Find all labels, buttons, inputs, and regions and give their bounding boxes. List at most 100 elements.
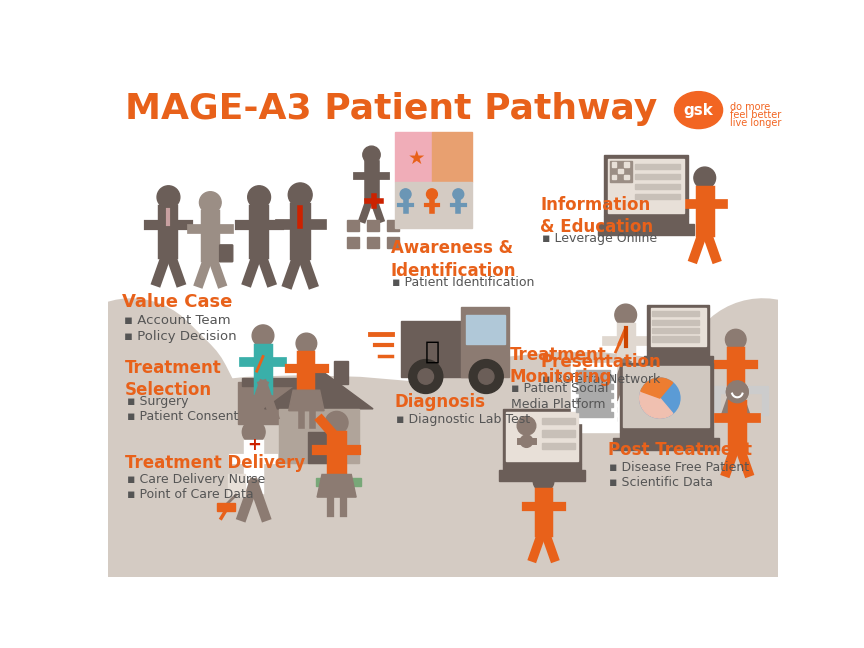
Ellipse shape bbox=[675, 91, 722, 128]
Bar bbox=[542, 430, 575, 437]
Circle shape bbox=[469, 360, 503, 393]
Bar bbox=[612, 163, 616, 167]
Bar bbox=[624, 175, 629, 179]
Bar bbox=[308, 432, 330, 463]
Bar bbox=[395, 181, 473, 228]
Circle shape bbox=[248, 186, 270, 209]
Bar bbox=[582, 380, 616, 384]
Text: +: + bbox=[247, 436, 261, 454]
Text: MAGE-A3 Patient Pathway: MAGE-A3 Patient Pathway bbox=[125, 91, 658, 126]
Bar bbox=[652, 319, 699, 325]
Text: ▪ Diagnostic Lab Test: ▪ Diagnostic Lab Test bbox=[397, 413, 530, 426]
Circle shape bbox=[242, 421, 265, 443]
Bar bbox=[612, 175, 616, 179]
Text: Value Case: Value Case bbox=[122, 294, 232, 311]
Bar bbox=[619, 430, 713, 438]
Circle shape bbox=[479, 369, 494, 384]
Text: ▪ Account Team: ▪ Account Team bbox=[124, 314, 230, 327]
Text: live longer: live longer bbox=[729, 118, 781, 128]
Text: Presentation: Presentation bbox=[541, 353, 661, 371]
Bar bbox=[354, 193, 393, 210]
Bar bbox=[579, 375, 613, 380]
Bar bbox=[387, 237, 399, 248]
Circle shape bbox=[157, 186, 180, 209]
Text: ▪ Policy Decision: ▪ Policy Decision bbox=[124, 330, 236, 343]
Bar bbox=[576, 380, 610, 384]
Bar bbox=[278, 409, 359, 463]
Wedge shape bbox=[641, 378, 673, 398]
Text: ▪ Disease Free Patient: ▪ Disease Free Patient bbox=[609, 461, 750, 474]
Text: Information
& Education: Information & Education bbox=[541, 196, 653, 236]
Polygon shape bbox=[264, 369, 373, 409]
Bar bbox=[613, 438, 719, 450]
Text: feel better: feel better bbox=[729, 110, 781, 120]
Bar bbox=[576, 408, 610, 412]
Bar bbox=[576, 398, 610, 402]
Bar bbox=[623, 365, 709, 427]
Bar bbox=[582, 417, 616, 421]
Bar bbox=[647, 305, 709, 349]
Bar bbox=[582, 389, 616, 393]
Bar bbox=[503, 409, 581, 465]
Text: ▪ Patient Social
Media Platform: ▪ Patient Social Media Platform bbox=[511, 382, 608, 411]
Text: 🔬: 🔬 bbox=[424, 340, 440, 364]
Bar bbox=[461, 307, 510, 376]
Text: ▪ Surgery: ▪ Surgery bbox=[127, 395, 188, 408]
Circle shape bbox=[726, 329, 746, 350]
Bar bbox=[652, 336, 699, 342]
Text: Treatment Delivery: Treatment Delivery bbox=[125, 454, 305, 472]
Bar bbox=[598, 224, 694, 235]
Bar bbox=[395, 132, 473, 228]
Bar bbox=[340, 209, 406, 259]
Bar bbox=[635, 194, 680, 200]
Text: ★: ★ bbox=[408, 149, 425, 168]
Bar bbox=[624, 163, 629, 167]
Text: do more: do more bbox=[729, 102, 770, 112]
Bar bbox=[346, 220, 359, 231]
Bar bbox=[645, 356, 713, 364]
Bar bbox=[635, 164, 680, 169]
Bar bbox=[503, 465, 581, 470]
Circle shape bbox=[615, 304, 637, 326]
Text: Diagnosis: Diagnosis bbox=[395, 393, 486, 411]
Bar bbox=[651, 308, 706, 347]
Bar bbox=[604, 216, 688, 224]
Bar bbox=[578, 372, 623, 432]
FancyBboxPatch shape bbox=[219, 245, 232, 262]
Bar bbox=[242, 378, 323, 386]
Bar bbox=[714, 386, 768, 393]
Bar bbox=[506, 412, 578, 461]
Bar bbox=[466, 315, 505, 344]
Bar bbox=[395, 132, 432, 181]
Text: Treatment
Monitoring: Treatment Monitoring bbox=[510, 346, 612, 386]
Bar bbox=[604, 155, 688, 216]
Circle shape bbox=[296, 333, 317, 354]
Circle shape bbox=[694, 167, 715, 189]
Circle shape bbox=[325, 411, 348, 434]
Circle shape bbox=[727, 381, 748, 402]
Text: ▪ Point of Care Data: ▪ Point of Care Data bbox=[127, 488, 253, 501]
Bar bbox=[315, 478, 360, 486]
Text: ▪ Patient Consent: ▪ Patient Consent bbox=[127, 410, 238, 423]
Bar bbox=[762, 393, 768, 415]
Bar bbox=[499, 470, 586, 481]
Bar bbox=[647, 349, 709, 356]
Polygon shape bbox=[289, 390, 324, 411]
Text: Treatment
Selection: Treatment Selection bbox=[125, 359, 222, 399]
Bar bbox=[618, 168, 623, 173]
Circle shape bbox=[453, 189, 464, 200]
Bar bbox=[579, 393, 613, 398]
Circle shape bbox=[252, 325, 274, 347]
Bar bbox=[582, 408, 616, 412]
Polygon shape bbox=[317, 474, 356, 497]
Bar bbox=[401, 321, 502, 376]
Bar bbox=[582, 398, 616, 402]
Circle shape bbox=[363, 146, 380, 163]
Wedge shape bbox=[639, 391, 673, 418]
Text: Awareness &
Identification: Awareness & Identification bbox=[391, 240, 517, 280]
Text: ▪ Scientific Data: ▪ Scientific Data bbox=[609, 476, 714, 489]
Bar bbox=[367, 237, 379, 248]
Circle shape bbox=[418, 369, 434, 384]
Bar bbox=[714, 393, 721, 415]
Text: ▪ Referral Network: ▪ Referral Network bbox=[542, 373, 660, 386]
